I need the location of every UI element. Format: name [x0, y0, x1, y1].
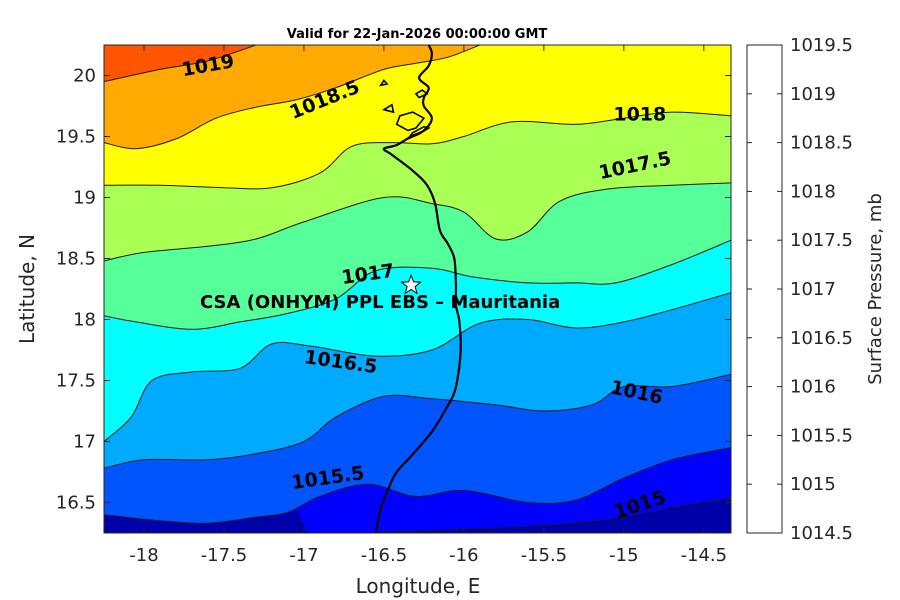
colorbar-frame	[746, 44, 783, 534]
contour-line-1015	[367, 498, 731, 533]
x-tick-label: -16	[449, 545, 478, 566]
y-tick-label: 20	[73, 66, 96, 87]
site-label: CSA (ONHYM) PPL EBS – Mauritania	[200, 292, 560, 313]
colorbar-label: 1016.5	[790, 328, 853, 349]
site-star-marker	[400, 273, 422, 295]
y-tick-label: 17.5	[56, 371, 96, 392]
band-above-1019	[104, 45, 316, 82]
colorbar-label: 1015	[790, 474, 836, 495]
y-tick-label: 19.5	[56, 127, 96, 148]
contour-line-1018.5	[104, 45, 481, 150]
y-tick-label: 18.5	[56, 249, 96, 270]
y-axis-label: Latitude, N	[15, 234, 39, 344]
x-tick-label: -15	[609, 545, 638, 566]
island-0	[395, 111, 426, 132]
x-axis-ticks: -18 -17.5 -17 -16.5 -16 -15.5 -15 -14.5	[129, 45, 727, 566]
colorbar-label: 1019	[790, 84, 836, 105]
island-1	[407, 125, 431, 140]
island-2	[414, 89, 429, 99]
contour-line-1015.5	[104, 447, 731, 524]
x-tick-label: -14.5	[681, 545, 728, 566]
island-4	[378, 79, 389, 87]
y-tick-label: 18	[73, 310, 96, 331]
x-axis-label: Longitude, E	[356, 574, 481, 598]
colorbar: 1014.5 1015 1015.5 1016 1016.5 1017 1017.5 1018…	[746, 35, 853, 544]
contour-line-1016.5	[104, 292, 731, 442]
contour-fill-area	[104, 45, 731, 533]
colorbar-label: 1016	[790, 377, 836, 398]
colorbar-label: 1019.5	[790, 35, 853, 56]
colorbar-title: Surface Pressure, mb	[865, 193, 886, 385]
contour-line-1016	[104, 373, 731, 469]
x-tick-label: -18	[129, 545, 158, 566]
x-tick-label: -16.5	[361, 545, 408, 566]
y-tick-label: 17	[73, 432, 96, 453]
contour-labels: 10151015.510161016.510171017.510181018.5…	[180, 50, 673, 523]
plot-frame	[103, 44, 732, 534]
colorbar-label: 1015.5	[790, 425, 853, 446]
contour-line-1017	[104, 239, 731, 330]
y-tick-label: 19	[73, 188, 96, 209]
contour-line-1018	[104, 111, 731, 190]
x-tick-label: -17	[289, 545, 318, 566]
x-tick-label: -15.5	[521, 545, 568, 566]
contour-line-1017.5	[104, 182, 731, 262]
colorbar-label: 1018	[790, 181, 836, 202]
coastline-main	[374, 45, 462, 533]
site-marker-group: CSA (ONHYM) PPL EBS – Mauritania	[200, 273, 560, 313]
island-3	[381, 103, 395, 114]
y-tick-label: 16.5	[56, 493, 96, 514]
contour-label-1018: 1018	[613, 104, 666, 126]
colorbar-label: 1018.5	[790, 133, 853, 154]
colorbar-label: 1017.5	[790, 230, 853, 251]
contour-line-1019	[104, 45, 257, 83]
colorbar-label: 1014.5	[790, 523, 853, 544]
band-above-1018.5	[104, 45, 540, 149]
x-tick-label: -17.5	[201, 545, 248, 566]
contour-lines	[104, 45, 731, 533]
coastline	[374, 45, 462, 533]
y-axis-ticks: 16.5 17 17.5 18 18.5 19 19.5 20	[56, 66, 731, 514]
colorbar-label: 1017	[790, 279, 836, 300]
chart-title: Valid for 22-Jan-2026 00:00:00 GMT	[287, 27, 548, 42]
